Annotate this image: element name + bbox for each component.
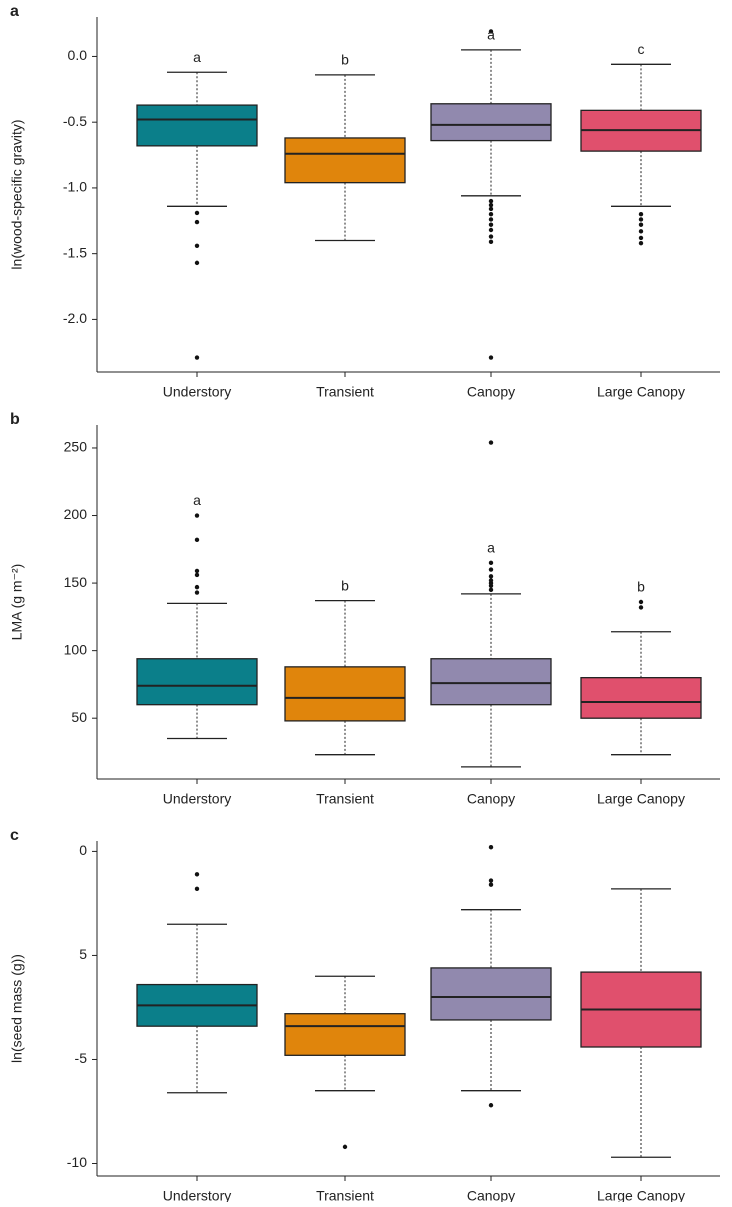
outlier [194,886,200,892]
outlier [194,872,200,877]
x-tick-label: Transient [316,1188,374,1202]
outlier [194,219,200,225]
y-tick-label: 150 [64,574,88,590]
outlier [638,235,644,241]
y-tick-label: -0.5 [63,113,87,129]
outlier [488,578,494,583]
y-tick-label: -1.5 [63,244,87,260]
y-tick-label: -2.0 [63,310,87,326]
outlier [194,260,200,266]
box [430,967,552,1021]
panel-letter: c [10,827,19,844]
box [430,658,552,706]
y-tick-label: -1.0 [63,179,87,195]
x-tick-label: Canopy [467,1188,515,1202]
y-tick-label: -5 [75,1050,88,1066]
outlier [488,878,494,883]
outlier [194,584,200,590]
outlier [488,222,494,227]
outlier [194,572,200,578]
x-tick-label: Canopy [467,384,515,400]
panel-letter: b [10,411,20,428]
outlier [488,1103,494,1108]
outlier [488,239,494,245]
outlier [488,202,494,208]
y-tick-label: 250 [64,439,88,455]
outlier [488,440,494,445]
y-tick-label: 200 [64,506,88,522]
outlier [638,599,644,605]
x-tick-label: Canopy [467,791,515,807]
outlier [638,217,644,222]
y-tick-label: 100 [64,641,88,657]
significance-letter: a [487,540,495,556]
significance-letter: a [193,49,201,65]
outlier [488,29,494,34]
box [284,666,406,722]
x-tick-label: Understory [163,384,231,400]
outlier [638,240,644,246]
outlier [488,212,494,217]
box [580,677,702,719]
box [284,137,406,184]
y-axis-title: ln(seed mass (g)) [9,954,25,1063]
outlier [488,206,494,212]
significance-letter: a [487,27,495,43]
x-tick-label: Large Canopy [597,791,685,807]
x-tick-label: Large Canopy [597,1188,685,1202]
outlier [488,587,494,593]
y-tick-label: -10 [67,1154,87,1170]
outlier [194,537,200,543]
outlier [342,1144,348,1150]
y-tick-label: 50 [71,709,87,725]
y-axis-title: ln(wood-specific gravity) [9,119,25,269]
y-tick-label: 0 [79,842,87,858]
outlier [488,567,494,572]
box [136,104,258,147]
outlier [194,568,200,574]
y-tick-label: 5 [79,946,87,962]
outlier [194,513,200,518]
significance-letter: b [637,579,645,595]
outlier [488,227,494,233]
x-tick-label: Understory [163,791,231,807]
significance-letter: a [193,492,201,508]
x-tick-label: Large Canopy [597,384,685,400]
outlier [194,243,200,248]
outlier [488,198,494,204]
box [136,658,258,706]
outlier [194,590,200,595]
outlier [488,560,494,566]
outlier [488,882,494,887]
outlier [638,212,644,217]
box [430,103,552,142]
significance-letter: b [341,52,349,68]
box [284,1013,406,1056]
y-tick-label: 0.0 [68,47,88,63]
x-tick-label: Transient [316,791,374,807]
outlier [488,574,494,579]
panel-letter: a [10,3,19,20]
outlier [638,605,644,610]
outlier [638,222,644,227]
outlier [194,355,200,360]
outlier [488,234,494,239]
x-tick-label: Transient [316,384,374,400]
outlier [488,217,494,222]
outlier [194,210,200,216]
significance-letter: b [341,577,349,593]
significance-letter: c [638,41,645,57]
outlier [638,229,644,234]
x-tick-label: Understory [163,1188,231,1202]
outlier [488,355,494,360]
y-axis-title: LMA (g m⁻²) [9,564,25,641]
outlier [488,845,494,850]
